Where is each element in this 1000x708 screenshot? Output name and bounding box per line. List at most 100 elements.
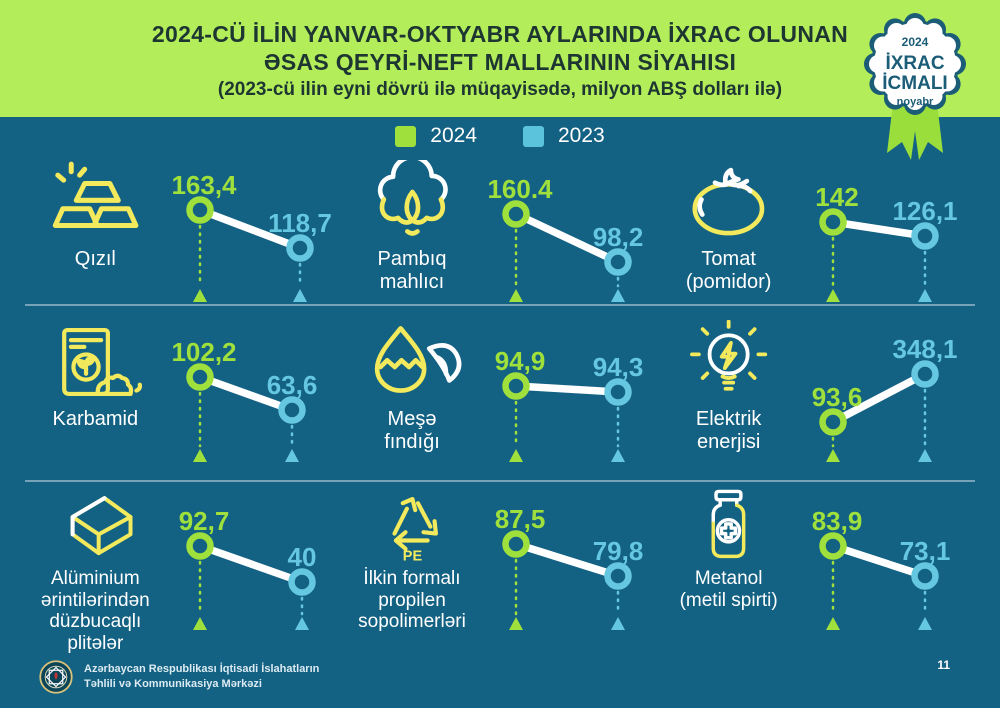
point-2023 — [277, 396, 306, 424]
export-item: Alüminium ərintilərindən düzbucaqlı plitələ… — [25, 482, 342, 655]
value-2023: 73,1 — [900, 536, 951, 566]
value-2023: 63,6 — [266, 370, 317, 400]
item-icon-label: Pambıq mahlıcı — [346, 160, 479, 312]
baseline-marker-2024 — [825, 289, 840, 302]
gold-bars-icon — [41, 160, 150, 244]
item-label: Meşə fındığı — [384, 408, 440, 455]
point-2023 — [604, 248, 633, 276]
tomato-icon — [678, 160, 779, 244]
grid-row-3: Alüminium ərintilərindən düzbucaqlı plitələ… — [25, 482, 975, 654]
export-item: PE İlkin formalı propilen sopolimerləri 87… — [342, 482, 659, 655]
point-2023 — [285, 234, 314, 262]
baseline-marker-2024 — [509, 289, 524, 302]
point-2024 — [819, 408, 847, 436]
baseline-marker-2023 — [284, 449, 299, 462]
item-chart: 92,7 40 — [162, 488, 342, 655]
recycle-pe-icon: PE — [371, 488, 454, 564]
legend-label-2024: 2024 — [430, 124, 477, 147]
value-2024: 142 — [815, 182, 858, 212]
org-line2: Təhlili və Kommunikasiya Mərkəzi — [84, 678, 262, 690]
item-label: İlkin formalı propilen sopolimerləri — [358, 568, 466, 633]
items-grid: Qızıl 163,4 118,7 Pambıq mahlıcı 160.4 98… — [0, 154, 1000, 654]
item-label-line: propilen — [378, 589, 446, 611]
badge-text: 2024 İXRAC İCMALI noyabr — [882, 35, 947, 108]
trend-chart: 92,7 40 — [178, 506, 316, 630]
point-2024 — [185, 363, 214, 391]
point-2023 — [287, 568, 316, 596]
org-line1: Azərbaycan Respublikası İqtisadi İslahat… — [84, 662, 320, 675]
badge-seal — [864, 13, 966, 115]
value-2023: 94,3 — [593, 352, 644, 382]
item-label-line: düzbucaqlı — [49, 611, 142, 633]
value-2024: 160.4 — [488, 174, 554, 204]
hazelnut-icon — [362, 320, 463, 404]
legend: 2024 2023 — [0, 118, 1000, 154]
baseline-marker-2024 — [192, 449, 207, 462]
page-number: 11 — [937, 658, 950, 672]
grid-row-1: Qızıl 163,4 118,7 Pambıq mahlıcı 160.4 98… — [25, 154, 975, 306]
item-chart: 87,5 79,8 — [478, 488, 658, 655]
item-label-line: (pomidor) — [685, 271, 772, 294]
value-2024: 94,9 — [495, 346, 546, 376]
baseline-marker-2023 — [611, 617, 626, 630]
baseline-marker-2023 — [294, 617, 309, 630]
item-label: Qızıl — [75, 248, 116, 271]
medicine-bottle-icon — [687, 488, 770, 564]
point-2024 — [502, 372, 531, 400]
legend-label-2023: 2023 — [558, 124, 605, 147]
baseline-marker-2024 — [825, 449, 840, 462]
value-2024: 102,2 — [171, 337, 236, 367]
point-2024 — [502, 530, 531, 558]
baseline-marker-2023 — [611, 289, 626, 302]
trend-chart: 160.4 98,2 — [488, 174, 644, 302]
item-icon-label: Alüminium ərintilərindən düzbucaqlı plitələ… — [29, 488, 162, 655]
trend-chart: 93,6 348,1 — [812, 334, 958, 462]
export-item: Elektrik enerjisi 93,6 348,1 — [658, 306, 975, 480]
point-2023 — [911, 222, 939, 250]
value-2023: 348,1 — [892, 334, 957, 364]
point-2024 — [185, 532, 214, 560]
item-icon-label: Tomat (pomidor) — [662, 160, 795, 312]
footer: Azərbaycan Respublikası İqtisadi İslahat… — [38, 659, 319, 695]
item-label-line: enerjisi — [696, 431, 761, 454]
point-2024 — [185, 196, 214, 224]
export-review-badge-icon: 2024 İXRAC İCMALI noyabr — [864, 13, 966, 160]
item-label-line: Tomat — [701, 248, 756, 270]
export-item: Qızıl 163,4 118,7 — [25, 154, 342, 312]
point-2023 — [604, 378, 633, 406]
trend-chart: 94,9 94,3 — [495, 346, 644, 462]
item-label-line: plitələr — [67, 632, 124, 654]
item-label: Elektrik enerjisi — [696, 408, 762, 455]
value-2024: 83,9 — [812, 506, 863, 536]
item-label-line: Qızıl — [74, 248, 116, 270]
trend-chart: 142 126,1 — [815, 182, 958, 302]
subtitle: (2023-cü ilin eyni dövrü ilə müqayisədə,… — [217, 79, 783, 101]
trend-chart: 87,5 79,8 — [495, 504, 644, 630]
icon-text: PE — [402, 549, 422, 564]
item-icon-label: Qızıl — [29, 160, 162, 312]
baseline-marker-2024 — [509, 449, 524, 462]
legend-swatch-2024 — [395, 125, 417, 147]
export-item: Karbamid 102,2 63,6 — [25, 306, 342, 480]
legend-swatch-2023 — [523, 125, 544, 147]
item-label-line: (metil spirti) — [679, 589, 778, 611]
fertilizer-bag-icon — [39, 320, 152, 404]
value-2024: 92,7 — [178, 506, 229, 536]
item-label-line: sopolimerləri — [358, 611, 466, 633]
value-2023: 118,7 — [268, 208, 332, 238]
trend-chart: 83,9 73,1 — [812, 506, 951, 630]
badge-line1: İXRAC — [885, 53, 944, 74]
item-icon-label: Karbamid — [29, 320, 162, 480]
item-label-line: Karbamid — [52, 408, 139, 430]
title-line2: ƏSAS QEYRİ-NEFT MALLARININ SİYAHISI — [263, 49, 737, 76]
item-chart: 102,2 63,6 — [162, 320, 342, 480]
baseline-marker-2023 — [917, 617, 932, 630]
item-label: Pambıq mahlıcı — [378, 248, 447, 295]
item-label-line: ərintilərindən — [40, 589, 150, 611]
state-emblem-icon — [39, 660, 73, 694]
export-item: Pambıq mahlıcı 160.4 98,2 — [342, 154, 659, 312]
value-2023: 126,1 — [892, 196, 957, 226]
item-label-line: Meşə — [387, 408, 437, 430]
value-2023: 40 — [287, 542, 316, 572]
badge-month: noyabr — [897, 96, 934, 108]
